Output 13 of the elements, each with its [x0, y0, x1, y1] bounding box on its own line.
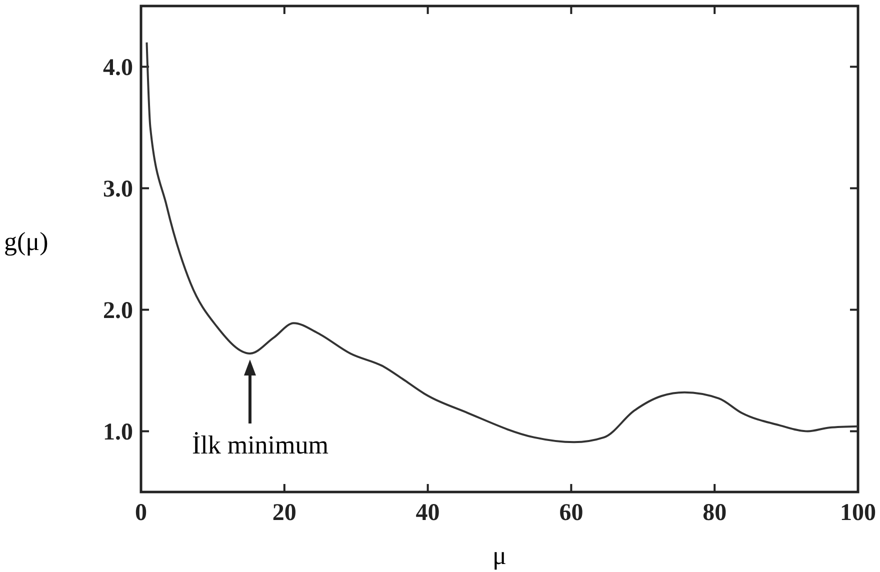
x-tick-label: 60: [559, 500, 584, 526]
x-tick-label: 40: [416, 500, 440, 526]
y-tick-label: 4.0: [103, 55, 133, 82]
y-tick-label: 3.0: [103, 176, 133, 203]
x-tick-label: 100: [840, 500, 876, 526]
x-tick-label: 0: [135, 500, 147, 526]
y-tick-label: 1.0: [103, 420, 133, 446]
annotation: İlk minimum: [192, 430, 328, 460]
x-tick-label: 80: [702, 500, 727, 526]
x-tick-label: 20: [272, 500, 296, 526]
x-axis-title: μ: [492, 541, 506, 570]
y-tick-label: 2.0: [103, 298, 133, 324]
y-axis-title: g(μ): [4, 227, 48, 256]
